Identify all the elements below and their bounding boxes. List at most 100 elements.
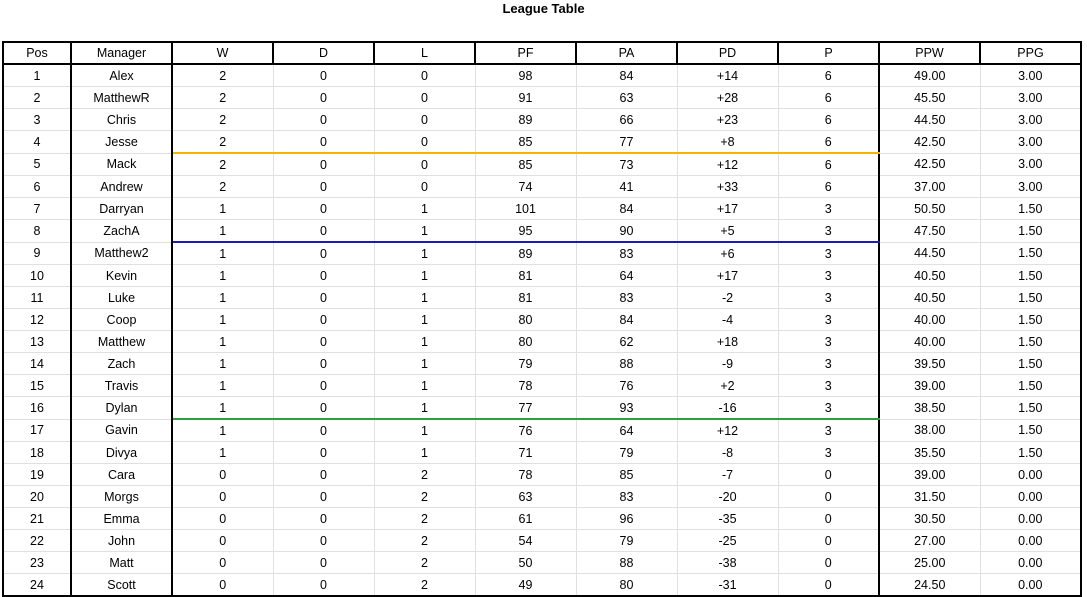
cell-d[interactable]: 0: [273, 573, 375, 597]
cell-pd[interactable]: +23: [677, 108, 779, 131]
cell-pd[interactable]: -38: [677, 551, 779, 574]
cell-p[interactable]: 6: [778, 175, 880, 198]
cell-d[interactable]: 0: [273, 197, 375, 220]
cell-pa[interactable]: 84: [576, 64, 678, 87]
cell-manager[interactable]: Gavin: [71, 419, 173, 442]
cell-ppg[interactable]: 3.00: [980, 64, 1082, 87]
cell-pf[interactable]: 85: [475, 153, 577, 176]
cell-pos[interactable]: 15: [2, 374, 72, 397]
cell-l[interactable]: 1: [374, 374, 476, 397]
cell-ppw[interactable]: 38.00: [879, 419, 981, 442]
cell-w[interactable]: 2: [172, 64, 274, 87]
cell-pos[interactable]: 21: [2, 507, 72, 530]
cell-d[interactable]: 0: [273, 308, 375, 331]
cell-d[interactable]: 0: [273, 441, 375, 464]
cell-p[interactable]: 3: [778, 286, 880, 309]
cell-pf[interactable]: 98: [475, 64, 577, 87]
cell-pf[interactable]: 85: [475, 130, 577, 154]
cell-l[interactable]: 2: [374, 507, 476, 530]
cell-pa[interactable]: 79: [576, 441, 678, 464]
cell-pf[interactable]: 89: [475, 108, 577, 131]
cell-ppw[interactable]: 38.50: [879, 396, 981, 420]
cell-l[interactable]: 1: [374, 441, 476, 464]
cell-l[interactable]: 1: [374, 330, 476, 353]
cell-d[interactable]: 0: [273, 507, 375, 530]
cell-d[interactable]: 0: [273, 153, 375, 176]
cell-d[interactable]: 0: [273, 286, 375, 309]
cell-pos[interactable]: 7: [2, 197, 72, 220]
cell-p[interactable]: 3: [778, 219, 880, 243]
cell-pa[interactable]: 84: [576, 308, 678, 331]
cell-w[interactable]: 1: [172, 419, 274, 442]
cell-manager[interactable]: Chris: [71, 108, 173, 131]
cell-pf[interactable]: 80: [475, 330, 577, 353]
cell-ppw[interactable]: 39.50: [879, 352, 981, 375]
header-manager[interactable]: Manager: [70, 41, 173, 65]
cell-ppg[interactable]: 3.00: [980, 153, 1082, 176]
cell-ppg[interactable]: 3.00: [980, 130, 1082, 154]
cell-pa[interactable]: 66: [576, 108, 678, 131]
cell-p[interactable]: 0: [778, 573, 880, 597]
cell-p[interactable]: 3: [778, 242, 880, 265]
cell-p[interactable]: 0: [778, 529, 880, 552]
cell-manager[interactable]: ZachA: [71, 219, 173, 243]
cell-l[interactable]: 1: [374, 308, 476, 331]
cell-d[interactable]: 0: [273, 219, 375, 243]
cell-pf[interactable]: 76: [475, 419, 577, 442]
cell-ppw[interactable]: 50.50: [879, 197, 981, 220]
cell-ppg[interactable]: 1.50: [980, 441, 1082, 464]
cell-d[interactable]: 0: [273, 175, 375, 198]
cell-pd[interactable]: +17: [677, 197, 779, 220]
cell-manager[interactable]: Cara: [71, 463, 173, 486]
cell-pd[interactable]: -16: [677, 396, 779, 420]
cell-l[interactable]: 1: [374, 197, 476, 220]
cell-pos[interactable]: 9: [2, 242, 72, 265]
cell-ppw[interactable]: 35.50: [879, 441, 981, 464]
cell-l[interactable]: 1: [374, 352, 476, 375]
cell-l[interactable]: 1: [374, 219, 476, 243]
cell-pos[interactable]: 10: [2, 264, 72, 287]
cell-pos[interactable]: 12: [2, 308, 72, 331]
cell-d[interactable]: 0: [273, 352, 375, 375]
cell-w[interactable]: 1: [172, 374, 274, 397]
cell-pos[interactable]: 16: [2, 396, 72, 420]
cell-p[interactable]: 3: [778, 396, 880, 420]
cell-pa[interactable]: 88: [576, 551, 678, 574]
cell-pd[interactable]: +12: [677, 153, 779, 176]
cell-d[interactable]: 0: [273, 130, 375, 154]
cell-ppg[interactable]: 1.50: [980, 264, 1082, 287]
cell-l[interactable]: 2: [374, 529, 476, 552]
cell-pa[interactable]: 41: [576, 175, 678, 198]
cell-pd[interactable]: -4: [677, 308, 779, 331]
cell-manager[interactable]: John: [71, 529, 173, 552]
cell-ppg[interactable]: 1.50: [980, 308, 1082, 331]
cell-ppw[interactable]: 30.50: [879, 507, 981, 530]
cell-pf[interactable]: 81: [475, 264, 577, 287]
cell-d[interactable]: 0: [273, 374, 375, 397]
cell-w[interactable]: 1: [172, 441, 274, 464]
cell-d[interactable]: 0: [273, 242, 375, 265]
cell-l[interactable]: 1: [374, 396, 476, 420]
cell-pos[interactable]: 17: [2, 419, 72, 442]
cell-l[interactable]: 2: [374, 573, 476, 597]
cell-ppw[interactable]: 24.50: [879, 573, 981, 597]
cell-p[interactable]: 6: [778, 130, 880, 154]
cell-manager[interactable]: Coop: [71, 308, 173, 331]
cell-l[interactable]: 0: [374, 108, 476, 131]
cell-l[interactable]: 0: [374, 175, 476, 198]
cell-pf[interactable]: 63: [475, 485, 577, 508]
cell-pos[interactable]: 3: [2, 108, 72, 131]
cell-ppg[interactable]: 3.00: [980, 175, 1082, 198]
cell-manager[interactable]: Darryan: [71, 197, 173, 220]
cell-manager[interactable]: Zach: [71, 352, 173, 375]
cell-pa[interactable]: 64: [576, 419, 678, 442]
cell-pos[interactable]: 11: [2, 286, 72, 309]
cell-ppg[interactable]: 1.50: [980, 286, 1082, 309]
cell-ppw[interactable]: 45.50: [879, 86, 981, 109]
cell-w[interactable]: 1: [172, 330, 274, 353]
cell-w[interactable]: 1: [172, 396, 274, 420]
cell-pa[interactable]: 83: [576, 286, 678, 309]
cell-p[interactable]: 3: [778, 197, 880, 220]
cell-ppg[interactable]: 1.50: [980, 396, 1082, 420]
cell-w[interactable]: 1: [172, 242, 274, 265]
